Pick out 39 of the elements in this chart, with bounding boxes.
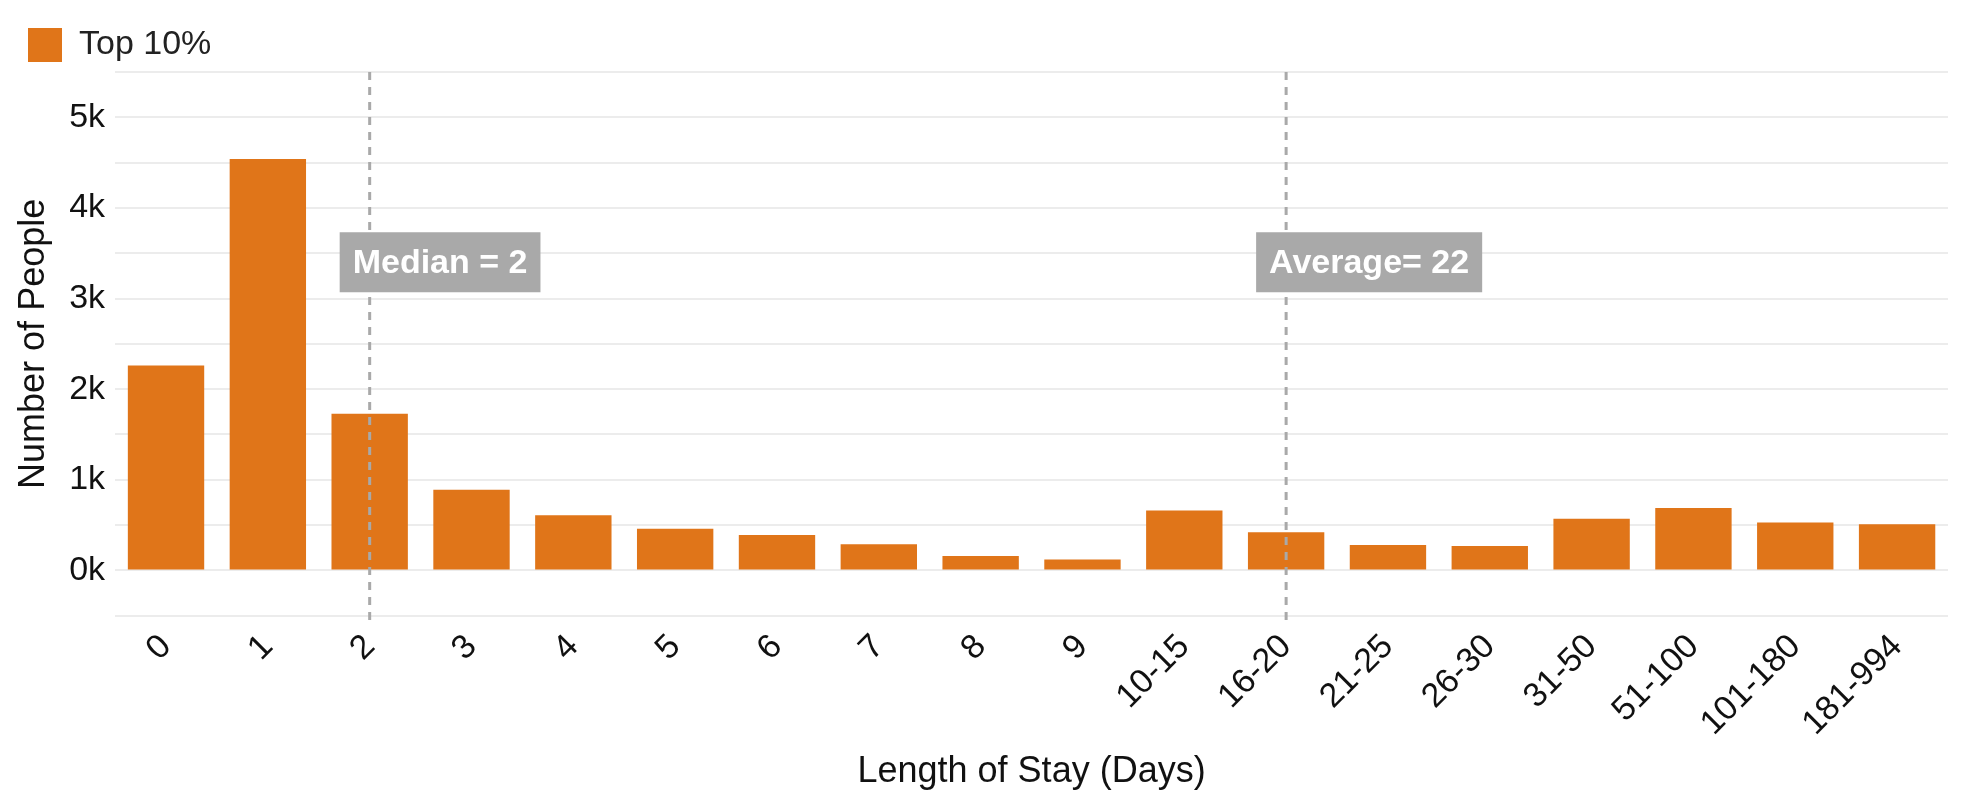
bar [229, 159, 307, 570]
x-axis-title: Length of Stay (Days) [857, 749, 1206, 791]
y-tick-label: 2k [69, 367, 107, 406]
bar [840, 544, 917, 570]
bar [331, 413, 408, 570]
bar [433, 489, 510, 570]
y-axis-title: Number of People [10, 198, 52, 489]
bar [1858, 524, 1936, 570]
bar [1349, 545, 1427, 570]
bar [127, 365, 205, 570]
y-tick-label: 5k [69, 95, 107, 134]
y-tick-label: 1k [69, 458, 107, 497]
y-tick-label: 3k [69, 276, 107, 315]
bar [942, 555, 1019, 570]
x-tick-label: 4 [544, 625, 585, 667]
bar [636, 528, 714, 570]
bar [1553, 518, 1630, 570]
bar [738, 535, 816, 570]
x-tick-label: 1 [239, 625, 280, 667]
bar [1757, 522, 1834, 570]
bar [1655, 507, 1732, 570]
x-tick-label: 3 [442, 625, 484, 667]
x-tick-label: 0 [137, 625, 178, 667]
x-tick-label: 8 [951, 625, 993, 667]
bar [1247, 532, 1325, 570]
y-tick-label: 4k [69, 186, 107, 225]
y-tick-label: 0k [69, 548, 107, 587]
x-tick-label: 9 [1053, 625, 1095, 667]
bar [1451, 545, 1528, 570]
legend-label: Top 10% [79, 23, 212, 62]
x-tick-label: 6 [748, 625, 789, 667]
x-tick-label: 5 [646, 625, 687, 667]
bar [535, 515, 612, 570]
ref-line-label: Median = 2 [352, 241, 528, 280]
x-tick-label: 7 [850, 625, 891, 667]
bar [1146, 510, 1223, 570]
bar [1044, 559, 1121, 570]
ref-line-label: Average= 22 [1269, 241, 1470, 280]
x-tick-label: 2 [341, 625, 382, 667]
